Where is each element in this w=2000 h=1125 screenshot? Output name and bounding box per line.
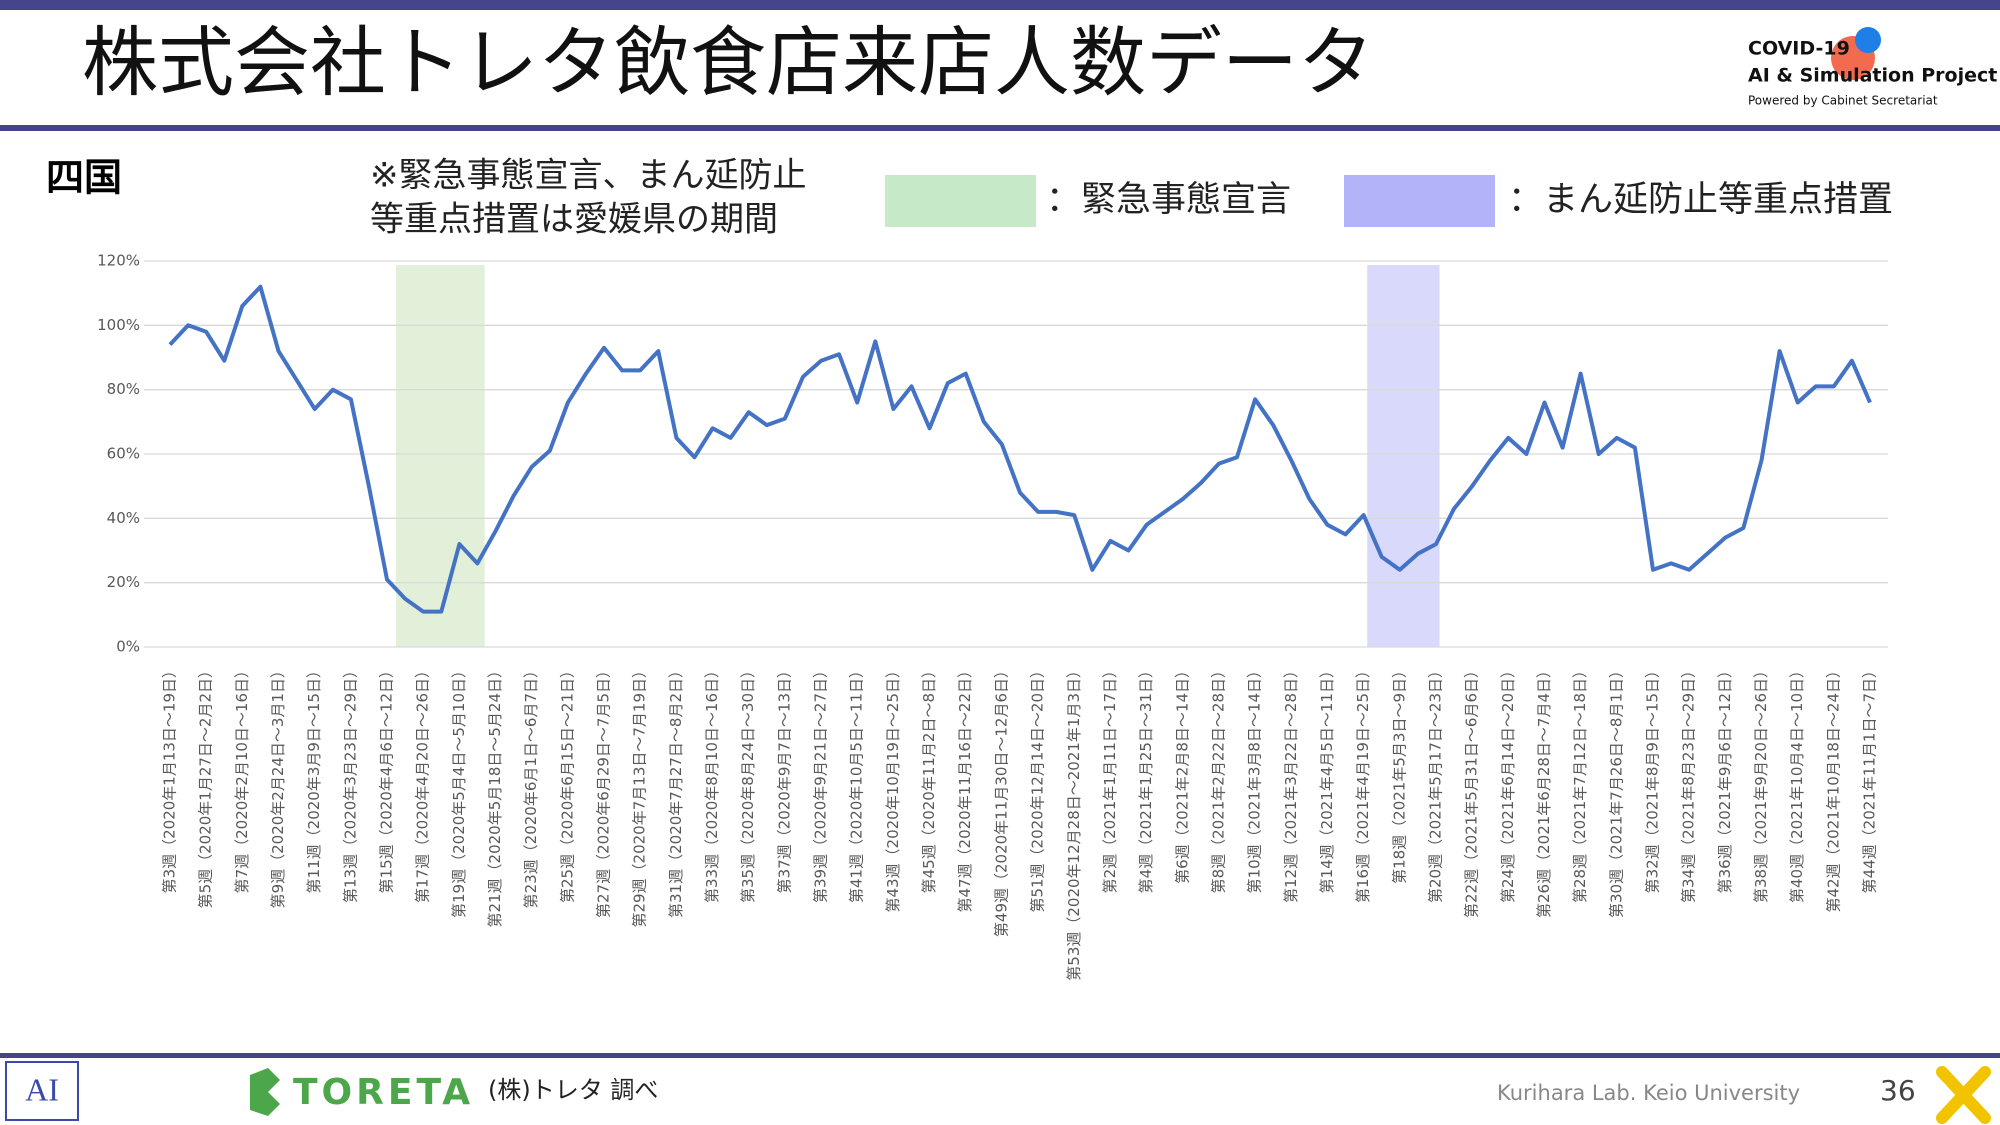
x-tick-label: 第33週（2020年8月10日～16日） (703, 663, 721, 903)
footer-lab: Kurihara Lab. Keio University (1497, 1081, 1800, 1105)
header-rule (0, 125, 2000, 131)
logo-text: COVID-19 (1748, 38, 1850, 60)
x-tick-label: 第30週（2021年7月26日～8月1日） (1607, 663, 1625, 918)
footer-rule (0, 1053, 2000, 1058)
toreta-icon (250, 1068, 280, 1116)
x-tick-label: 第49週（2020年11月30日～12月6日） (992, 663, 1010, 937)
x-tick-label: 第34週（2021年8月23日～29日） (1680, 663, 1698, 903)
x-tick-label: 第36週（2021年9月6日～12日） (1716, 663, 1734, 893)
x-tick-label: 第37週（2020年9月7日～13日） (775, 663, 793, 893)
y-tick-label: 40% (107, 509, 140, 527)
region-title: 四国 (46, 156, 122, 200)
x-tick-label: 第11週（2020年3月9日～15日） (305, 663, 323, 893)
logo-text: AI & Simulation Project (1748, 65, 1997, 87)
x-tick-label: 第8週（2021年2月22日～28日） (1209, 663, 1227, 893)
y-tick-label: 80% (107, 380, 140, 398)
y-tick-label: 120% (97, 252, 140, 270)
x-tick-label: 第32週（2021年8月9日～15日） (1643, 663, 1661, 893)
x-tick-label: 第26週（2021年6月28日～7月4日） (1535, 663, 1553, 918)
x-tick-label: 第53週（2020年12月28日～2021年1月3日） (1065, 663, 1083, 981)
y-tick-label: 100% (97, 316, 140, 334)
x-tick-label: 第10週（2021年3月8日～14日） (1246, 663, 1264, 893)
x-tick-label: 第44週（2021年11月1日～7日） (1861, 663, 1879, 893)
x-tick-label: 第7週（2020年2月10日～16日） (233, 663, 251, 893)
x-tick-label: 第17週（2020年4月20日～26日） (414, 663, 432, 903)
note: 等重点措置は愛媛県の期間 (370, 200, 778, 240)
x-tick-label: 第4週（2021年1月25日～31日） (1137, 663, 1155, 893)
x-tick-label: 第14週（2021年4月5日～11日） (1318, 663, 1336, 893)
x-tick-label: 第19週（2020年5月4日～5月10日） (450, 663, 468, 918)
x-tick-label: 第31週（2020年7月27日～8月2日） (667, 663, 685, 918)
page-number: 36 (1880, 1074, 1916, 1107)
x-tick-label: 第40週（2021年10月4日～10日） (1788, 663, 1806, 903)
logo-dot (1855, 27, 1881, 53)
x-tick-label: 第24週（2021年6月14日～20日） (1499, 663, 1517, 903)
x-tick-label: 第16週（2021年4月19日～25日） (1354, 663, 1372, 903)
x-tick-label: 第38週（2021年9月20日～26日） (1752, 663, 1770, 903)
x-tick-label: 第22週（2021年5月31日～6月6日） (1463, 663, 1481, 918)
x-tick-label: 第6週（2021年2月8日～14日） (1173, 663, 1191, 884)
period-band (1367, 265, 1440, 647)
x-tick-label: 第27週（2020年6月29日～7月5日） (595, 663, 613, 918)
x-tick-label: 第42週（2021年10月18日～24日） (1824, 663, 1842, 913)
x-tick-label: 第3週（2020年1月13日～19日） (161, 663, 179, 893)
x-tick-label: 第15週（2020年4月6日～12日） (378, 663, 396, 893)
logo-text: Powered by Cabinet Secretariat (1748, 94, 1938, 108)
x-tick-label: 第18週（2021年5月3日～9日） (1390, 663, 1408, 884)
x-tick-label: 第25週（2020年6月15日～21日） (558, 663, 576, 903)
y-tick-label: 0% (116, 638, 140, 656)
x-tick-label: 第47週（2020年11月16日～22日） (956, 663, 974, 913)
x-tick-label: 第41週（2020年10月5日～11日） (848, 663, 866, 903)
legend-label: ：まん延防止等重点措置 (1508, 180, 1893, 220)
x-tick-label: 第29週（2020年7月13日～7月19日） (631, 663, 649, 928)
x-tick-label: 第43週（2020年10月19日～25日） (884, 663, 902, 913)
note: ※緊急事態宣言、まん延防止 (370, 156, 807, 196)
data-line (168, 284, 1872, 614)
lab-logo (5, 1061, 79, 1121)
x-tick-label: 第45週（2020年11月2日～8日） (920, 663, 938, 893)
top-bar (0, 0, 2000, 10)
x-tick-label: 第28週（2021年7月12日～18日） (1571, 663, 1589, 903)
x-tick-label: 第12週（2021年3月22日～28日） (1282, 663, 1300, 903)
plot: ：緊急事態宣言 ：まん延防止等重点措置 0% 20% 40% 60% 80% 100% 120%… (97, 175, 1893, 981)
y-tick-label: 20% (107, 573, 140, 591)
x-tick-label: 第9週（2020年2月24日～3月1日） (269, 663, 287, 908)
x-tick-label: 第2週（2021年1月11日～17日） (1101, 663, 1119, 893)
period-band (396, 265, 485, 647)
lab-logo-text: AI (25, 1071, 59, 1107)
x-tick-label: 第39週（2020年9月21日～27日） (812, 663, 830, 903)
x-tick-label: 第21週（2020年5月18日～5月24日） (486, 663, 504, 928)
x-tick-label: 第35週（2020年8月24日～30日） (739, 663, 757, 903)
x-logo (1936, 1066, 1991, 1124)
x-tick-label: 第20週（2021年5月17日～23日） (1426, 663, 1444, 903)
footer-source: (株)トレタ 調べ (488, 1076, 658, 1104)
footer-brand: TORETA (293, 1072, 474, 1113)
y-tick-label: 60% (107, 445, 140, 463)
slide-title: 株式会社トレタ飲食店来店人数データ (82, 18, 1374, 107)
legend-swatch (1344, 175, 1495, 227)
x-tick-label: 第5週（2020年1月27日～2月2日） (197, 663, 215, 908)
legend-label: ：緊急事態宣言 (1046, 180, 1291, 220)
legend-swatch (885, 175, 1036, 227)
x-tick-label: 第13週（2020年3月23日～29日） (341, 663, 359, 903)
x-tick-label: 第23週（2020年6月1日～6月7日） (522, 663, 540, 908)
x-tick-label: 第51週（2020年12月14日～20日） (1029, 663, 1047, 913)
